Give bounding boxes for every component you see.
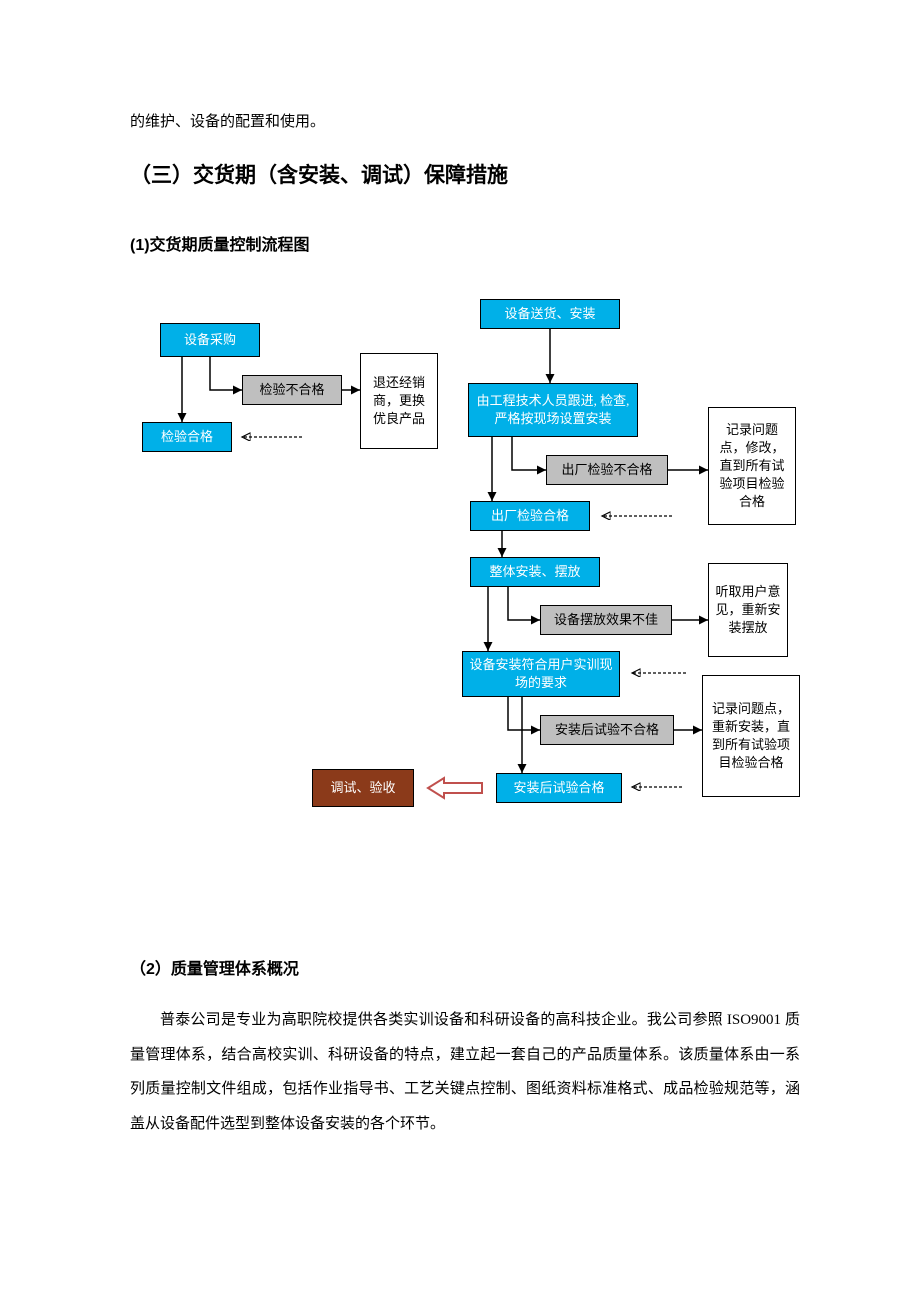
flow-node-n15: 记录问题点，重新安装，直到所有试验项目检验合格 (702, 675, 800, 797)
quality-system-paragraph: 普泰公司是专业为高职院校提供各类实训设备和科研设备的高科技企业。我公司参照 IS… (130, 1003, 800, 1141)
flow-node-n5: 设备送货、安装 (480, 299, 620, 329)
quality-control-flowchart: 设备采购检验不合格检验合格 退还经销商，更换优良产品 设备送货、安装由工程技术人员跟… (142, 295, 822, 875)
flow-node-n12: 听取用户意见，重新安装摆放 (708, 563, 788, 657)
heading-section-3: （三）交货期（含安装、调试）保障措施 (130, 159, 800, 189)
flow-node-n17: 调试、验收 (312, 769, 414, 807)
flow-node-n3: 检验合格 (142, 422, 232, 452)
heading-subsection-2: （2）质量管理体系概况 (130, 955, 800, 979)
flow-node-n4: 退还经销商，更换优良产品 (360, 353, 438, 449)
flow-node-n2: 检验不合格 (242, 375, 342, 405)
heading-subsection-1: (1)交货期质量控制流程图 (130, 231, 800, 255)
flow-node-n10: 整体安装、摆放 (470, 557, 600, 587)
flow-node-n7: 出厂检验不合格 (546, 455, 668, 485)
flow-node-n14: 安装后试验不合格 (540, 715, 674, 745)
intro-line: 的维护、设备的配置和使用。 (130, 110, 800, 131)
flow-node-n11: 设备摆放效果不佳 (540, 605, 672, 635)
flow-node-n16: 安装后试验合格 (496, 773, 622, 803)
flow-node-n9: 记录问题点，修改，直到所有试验项目检验合格 (708, 407, 796, 525)
flow-node-n8: 出厂检验合格 (470, 501, 590, 531)
flow-node-n1: 设备采购 (160, 323, 260, 357)
flow-node-n13: 设备安装符合用户实训现场的要求 (462, 651, 620, 697)
flow-node-n6: 由工程技术人员跟进, 检查, 严格按现场设置安装 (468, 383, 638, 437)
